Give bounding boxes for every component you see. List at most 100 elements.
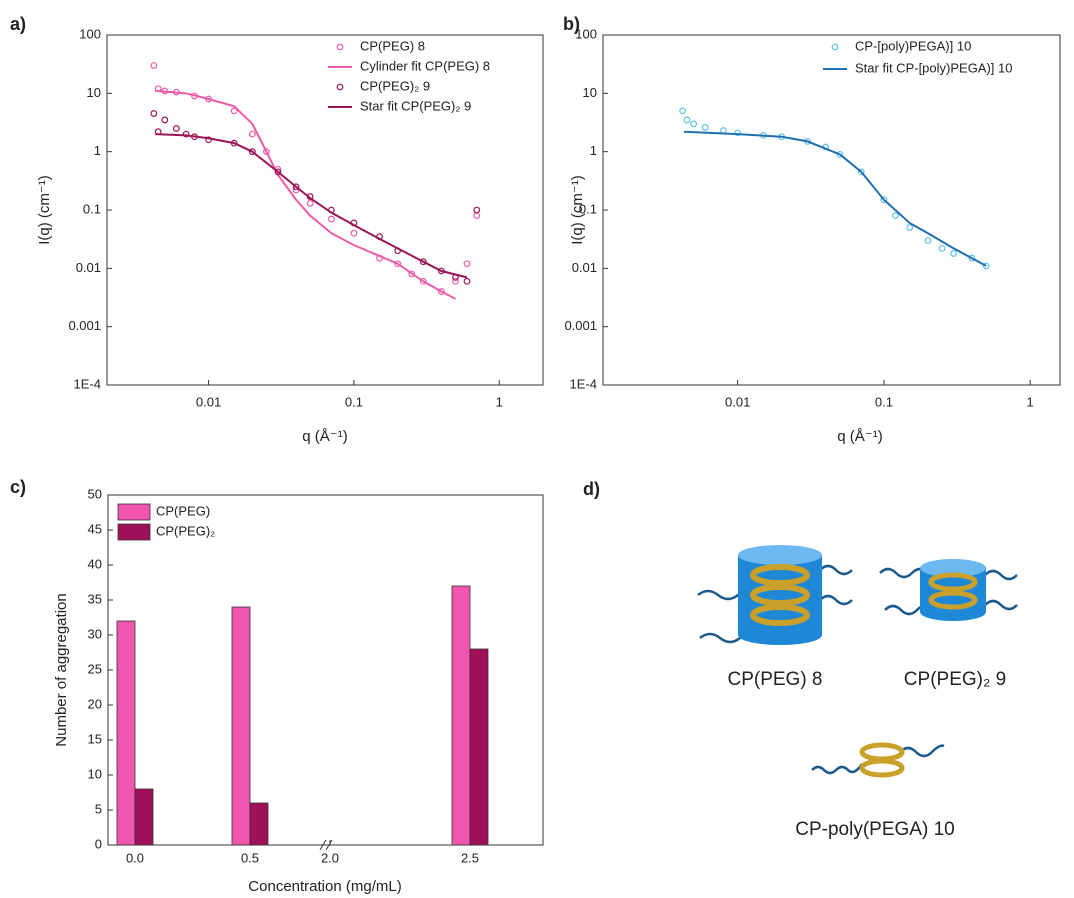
axis-break [319,839,333,851]
y-tick-label: 25 [88,661,102,676]
y-axis-label: I(q) (cm⁻¹) [36,175,53,245]
data-point [679,107,686,115]
data-point [836,150,844,158]
y-tick-label: 100 [575,26,597,41]
y-tick-label: 1E-4 [570,376,597,391]
legend-marker [336,83,344,91]
data-point [683,116,691,124]
data-point [880,196,888,204]
bar [249,802,269,846]
y-tick-label: 1E-4 [74,376,101,391]
data-point [950,250,958,257]
rings-10 [811,742,945,778]
y-tick-label: 35 [88,591,102,606]
data-point [394,260,402,268]
y-tick-label: 45 [88,521,102,536]
data-point [150,62,158,69]
data-point [463,260,471,268]
legend-label: CP-[poly)PEGA)] 10 [855,38,971,53]
y-tick-label: 10 [583,85,597,100]
fit-line [155,133,468,279]
data-point [150,110,158,117]
data-point [438,288,445,295]
diagram-label: CP-poly(PEGA) 10 [795,819,954,840]
fit-line [155,89,456,300]
data-point [701,124,709,131]
y-tick-label: 100 [79,26,101,41]
legend-label: Cylinder fit CP(PEG) 8 [360,58,490,73]
data-point [328,215,335,223]
y-tick-label: 0.1 [579,201,597,216]
data-point [292,183,300,191]
data-point [172,125,180,132]
data-point [161,116,169,124]
y-tick-label: 0.1 [83,201,101,216]
y-tick-label: 1 [590,143,597,158]
data-point [408,270,416,278]
y-tick-label: 40 [88,556,102,571]
y-axis-label: Number of aggregation [53,593,70,746]
panel-label: b) [563,14,580,34]
y-tick-label: 10 [87,85,101,100]
y-tick-label: 0.01 [572,260,597,275]
y-tick-label: 0.001 [68,318,101,333]
data-point [263,148,270,156]
legend-label: CP(PEG)₂ 9 [360,78,430,93]
x-axis-label: Concentration (mg/mL) [248,878,401,895]
data-point [938,244,946,252]
legend-label: CP(PEG) [156,503,210,518]
data-point [734,129,742,137]
x-tick-label: 0.01 [725,394,750,409]
diagram-label: CP(PEG) 8 [727,669,822,690]
data-point [306,199,314,207]
plot-frame [602,34,1061,386]
data-point [248,130,256,138]
legend-marker [831,43,839,51]
x-axis-label: q (Å⁻¹) [302,428,347,445]
y-tick-label: 5 [95,801,102,816]
y-tick-label: 30 [88,626,102,641]
cylinder-9 [879,559,1018,621]
data-point [274,168,282,176]
cylinder-8 [697,545,853,645]
legend-label: Star fit CP(PEG)₂ 9 [360,98,471,113]
legend-swatch [117,523,151,541]
y-tick-label: 0 [95,836,102,851]
data-point [892,212,899,220]
panel-label: c) [10,477,26,497]
y-tick-label: 0.01 [76,260,101,275]
data-point [473,212,481,220]
bar [231,606,251,846]
x-tick-label: 2.5 [461,850,479,865]
legend-label: CP(PEG)₂ [156,523,215,538]
x-axis-label: q (Å⁻¹) [837,428,882,445]
panel-label: d) [583,479,600,499]
y-tick-label: 20 [88,696,102,711]
diagram-label: CP(PEG)₂ 9 [904,669,1006,690]
data-point [230,107,238,115]
x-tick-label: 1 [1027,394,1034,409]
legend-label: CP(PEG) 8 [360,38,425,53]
data-point [906,224,914,231]
y-tick-label: 0.001 [564,318,597,333]
data-point [419,277,427,285]
data-point [968,254,976,262]
y-axis-label: I(q) (cm⁻¹) [569,175,586,245]
y-tick-label: 15 [88,731,102,746]
plot-frame [106,34,544,386]
legend-label: Star fit CP-[poly)PEGA)] 10 [855,60,1013,75]
x-tick-label: 0.5 [241,850,259,865]
x-tick-label: 0.01 [196,394,221,409]
bar [116,620,136,846]
legend-marker [336,43,344,51]
data-point [248,148,256,156]
legend-swatch [117,503,151,521]
panel-label: a) [10,14,26,34]
x-tick-label: 0.1 [345,394,363,409]
data-point [463,277,471,285]
x-tick-label: 0.0 [126,850,144,865]
bar [134,788,154,846]
data-point [690,120,698,128]
